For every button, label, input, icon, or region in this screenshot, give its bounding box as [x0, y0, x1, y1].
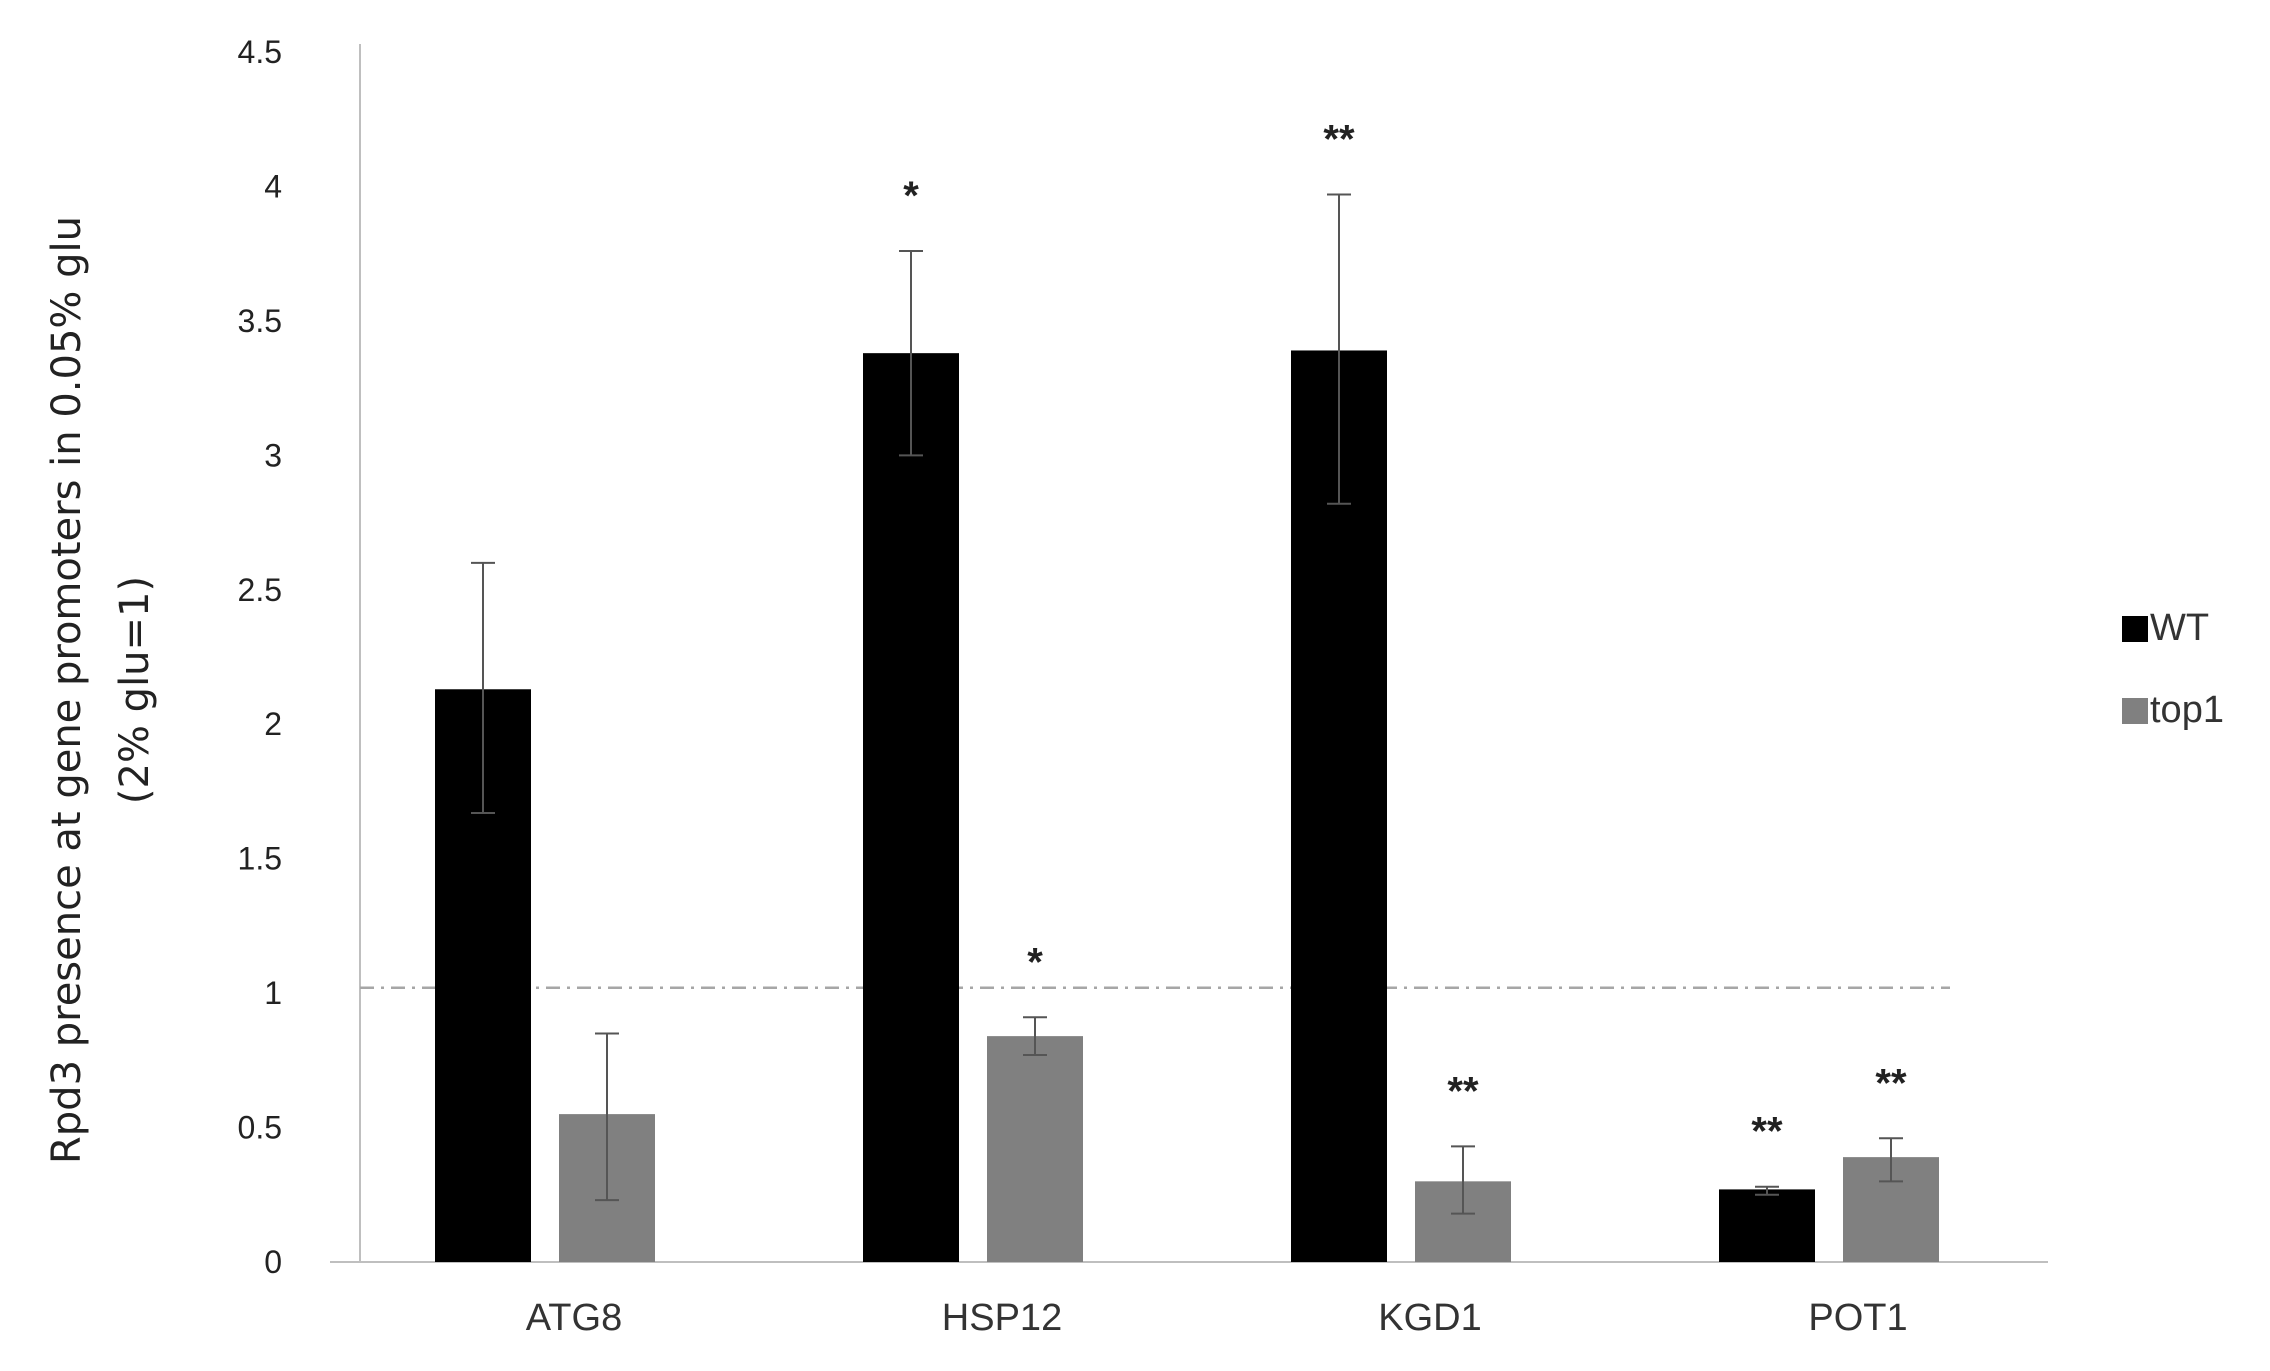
legend: WT top1 [2122, 607, 2224, 731]
significance-marker: ** [1751, 1110, 1783, 1154]
y-axis-title-line2: (2% glu=1) [112, 576, 158, 804]
significance-marker: ** [1447, 1069, 1479, 1113]
legend-label-top1: top1 [2150, 689, 2224, 731]
y-tick-label: 3 [264, 437, 282, 473]
legend-label-wt: WT [2150, 607, 2209, 649]
legend-swatch-top1 [2122, 698, 2148, 724]
y-tick-label: 1 [264, 975, 282, 1011]
x-category-label: HSP12 [942, 1297, 1062, 1339]
y-tick-label: 0 [264, 1244, 282, 1280]
x-category-label: ATG8 [526, 1297, 622, 1339]
significance-marker: * [1027, 940, 1043, 984]
x-category-label: KGD1 [1378, 1297, 1481, 1339]
y-tick-label: 2 [264, 706, 282, 742]
y-tick-label: 0.5 [238, 1110, 282, 1146]
bars [435, 350, 1939, 1263]
y-tick-label: 1.5 [238, 841, 282, 877]
y-tick-label: 4.5 [238, 34, 282, 70]
y-tick-label: 4 [264, 168, 282, 204]
significance-marker: ** [1323, 118, 1355, 162]
bar-wt-hsp12 [863, 353, 959, 1263]
legend-swatch-wt [2122, 616, 2148, 642]
y-axis-title-line1: Rpd3 presence at gene promoters in 0.05%… [44, 216, 90, 1164]
error-bars [471, 193, 1903, 1215]
bar-wt-pot1 [1719, 1189, 1815, 1262]
axes [330, 44, 2048, 1263]
significance-marker: ** [1875, 1061, 1907, 1105]
bar-top1-hsp12 [987, 1036, 1083, 1262]
y-tick-label: 2.5 [238, 572, 282, 608]
significance-marker: * [903, 174, 919, 218]
y-tick-label: 3.5 [238, 303, 282, 339]
x-category-label: POT1 [1808, 1297, 1907, 1339]
